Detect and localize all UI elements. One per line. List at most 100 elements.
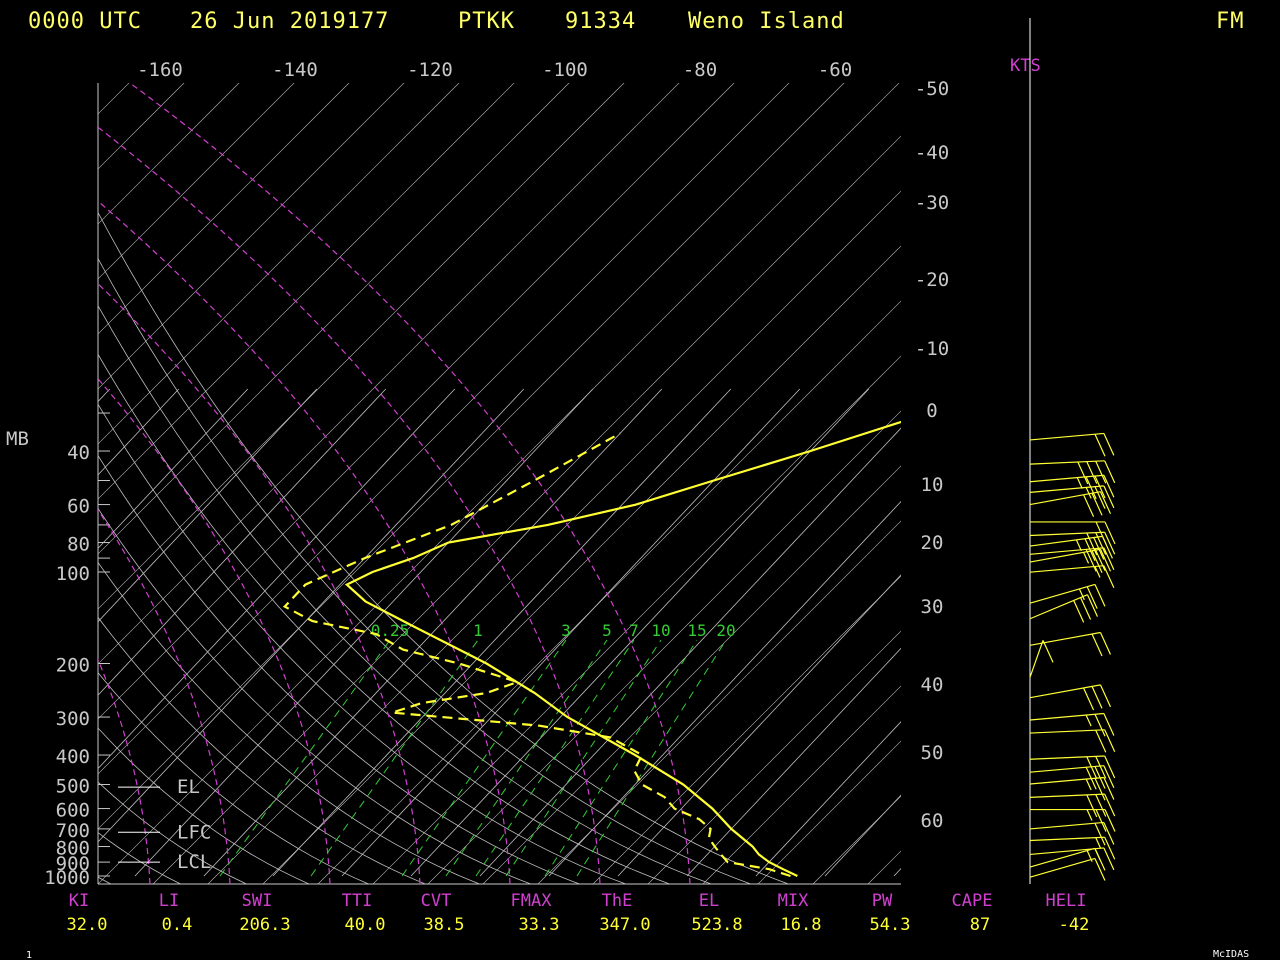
- pressure-label: 600: [56, 800, 90, 822]
- isotherm-line: [98, 388, 249, 549]
- skew-grid-line: [98, 83, 295, 280]
- dry-adiabat-line: [98, 200, 511, 884]
- wind-barb: [1029, 491, 1101, 506]
- wind-barb: [1029, 821, 1104, 830]
- skew-grid-line: [98, 83, 405, 390]
- wind-barb-flag: [1094, 475, 1106, 499]
- wind-barb: [1029, 684, 1101, 699]
- skew-grid-line: [702, 685, 901, 884]
- pressure-label: 40: [67, 442, 90, 464]
- pressure-label: 100: [56, 563, 90, 585]
- skew-grid-line: [98, 83, 845, 830]
- wind-barb-half: [1076, 477, 1083, 489]
- skew-grid-line: [317, 300, 901, 884]
- wind-barb: [1029, 594, 1088, 620]
- index-label: HELI: [1046, 891, 1087, 911]
- wind-barb: [1029, 531, 1105, 537]
- mixing-ratio-label: 0.25: [371, 621, 410, 640]
- skew-grid-line: [1143, 0, 1280, 884]
- skew-grid-line: [98, 83, 515, 500]
- index-value: 87: [970, 915, 990, 935]
- wind-barb-flag: [1086, 532, 1098, 556]
- pressure-label: 500: [56, 775, 90, 797]
- mixing-ratio-line: [401, 639, 567, 877]
- mixing-ratio-line: [576, 639, 727, 877]
- isotherm-line: [341, 388, 801, 877]
- index-label: KI: [69, 891, 89, 911]
- skew-grid-line: [372, 355, 901, 884]
- wind-barb-half: [1095, 837, 1102, 849]
- level-marker-label: EL: [177, 776, 200, 798]
- wind-barb-flag: [1095, 809, 1107, 832]
- wind-barb-flag: [1083, 687, 1095, 711]
- wind-barb-flag: [1086, 594, 1098, 617]
- right-temp-label: -20: [915, 269, 949, 291]
- skew-grid-line: [978, 0, 1280, 884]
- mixing-ratio-line: [445, 639, 608, 877]
- wind-barb: [1029, 776, 1104, 785]
- wind-barb-flag: [1103, 713, 1115, 736]
- index-value: -42: [1059, 915, 1090, 935]
- right-temp-label: -10: [915, 338, 949, 360]
- mixing-ratio-label: 5: [602, 621, 612, 640]
- wind-barb: [1029, 460, 1105, 465]
- skew-grid-line: [482, 465, 901, 884]
- isotherm-arc: [98, 353, 671, 884]
- isotherm-line: [548, 500, 901, 877]
- wind-barb: [1029, 583, 1096, 604]
- mixing-ratio-label: 10: [651, 621, 670, 640]
- wind-barb-flag: [1085, 549, 1097, 572]
- dry-adiabat-line: [98, 509, 231, 884]
- temperature-trace: [344, 420, 901, 877]
- wind-barb-half: [1085, 778, 1092, 791]
- skew-grid-line: [152, 135, 901, 884]
- skew-grid-line: [1198, 0, 1280, 884]
- wind-barb-flag: [1103, 822, 1115, 845]
- skew-grid-line: [427, 410, 901, 884]
- wind-barb-flag: [1103, 565, 1115, 588]
- wind-barb-flag: [1095, 794, 1107, 817]
- wind-barb-flag: [1099, 632, 1112, 655]
- wind-barb-flag: [1094, 548, 1106, 571]
- mixing-ratio-label: 20: [716, 621, 735, 640]
- pressure-label: 80: [67, 534, 90, 556]
- wind-barb-flag: [1085, 476, 1097, 500]
- footer-mark: 1: [26, 950, 32, 960]
- wind-barb-flag: [1104, 809, 1116, 832]
- wind-barb-flag: [1042, 640, 1054, 663]
- index-label: EL: [699, 891, 719, 911]
- wind-barb-flag: [1083, 494, 1095, 518]
- isotherm-line: [98, 388, 387, 696]
- wind-barb: [1029, 640, 1044, 678]
- skew-grid-line: [647, 630, 901, 884]
- wind-barb-flag: [1103, 475, 1115, 498]
- index-value: 38.5: [424, 915, 465, 935]
- skew-grid-line: [98, 83, 185, 170]
- index-value: 54.3: [870, 915, 911, 935]
- pressure-label: 900: [56, 853, 90, 875]
- isotherm-arc: [98, 561, 481, 884]
- level-marker-label: LFC: [177, 821, 211, 843]
- skew-grid-line: [98, 83, 680, 665]
- dry-adiabats: [98, 83, 691, 884]
- wind-barb-flag: [1091, 550, 1103, 574]
- dewpoint-trace: [282, 432, 791, 878]
- stability-indices: KI 32.0 LI 0.4 SWI 206.3 TTI 40.0 CVT 38.5 FMAX 33.…: [67, 891, 1090, 935]
- isotherm-arc: [98, 507, 533, 884]
- index-value: 33.3: [519, 915, 560, 935]
- wind-barb-flag: [1103, 847, 1115, 871]
- skew-grid-line: [98, 83, 350, 335]
- wind-barb: [1029, 474, 1104, 483]
- wind-barb-flag: [1103, 433, 1115, 456]
- skew-grid-line: [98, 83, 240, 225]
- wind-barb: [1029, 631, 1101, 646]
- wind-barb-flag: [1094, 584, 1106, 607]
- mcidas-logo: McIDAS: [1213, 949, 1249, 960]
- index-label: FMAX: [511, 891, 553, 911]
- index-value: 16.8: [781, 915, 822, 935]
- axis-labels: 4060801002003004005006007008009001000-16…: [44, 59, 949, 889]
- wind-barb: [1029, 547, 1104, 555]
- isotherm-line: [203, 388, 663, 877]
- isotherm-line: [0, 389, 41, 876]
- top-temp-label: -60: [818, 59, 852, 81]
